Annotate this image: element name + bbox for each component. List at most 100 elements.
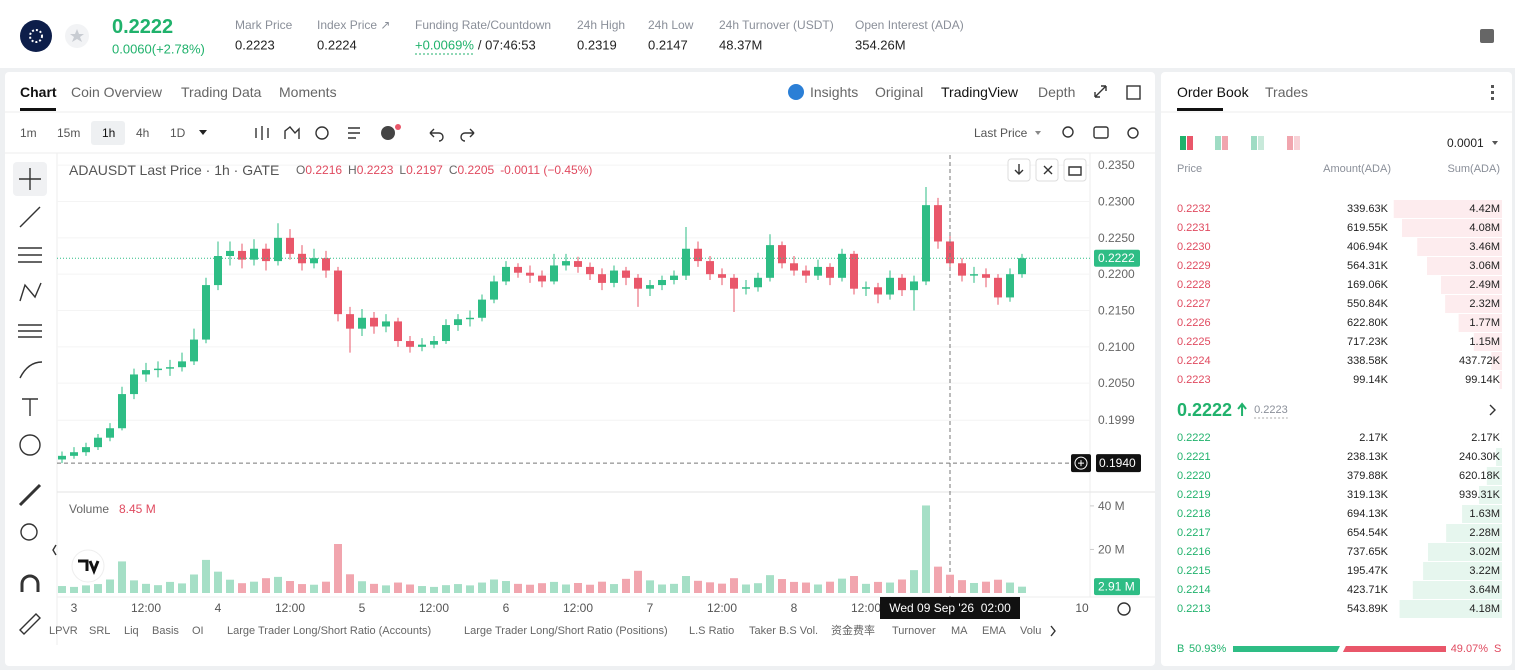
ob-price[interactable]: 0.2227 (1177, 298, 1211, 310)
emoji-tool[interactable] (19, 434, 41, 456)
ob-menu[interactable] (1491, 85, 1494, 88)
lock-tool[interactable] (19, 613, 41, 635)
ob-more[interactable] (1489, 404, 1496, 416)
indicator-tab[interactable]: Large Trader Long/Short Ratio (Positions… (464, 625, 668, 637)
notes-icon[interactable] (1480, 29, 1494, 43)
chart-type-icon[interactable] (255, 126, 269, 140)
ob-price[interactable]: 0.2218 (1177, 508, 1211, 520)
axis-settings[interactable] (1117, 602, 1131, 616)
ob-price[interactable]: 0.2224 (1177, 355, 1211, 367)
trend-line-tool[interactable] (19, 206, 41, 228)
ob-tab[interactable]: Order Book (1177, 84, 1250, 100)
ruler-tool[interactable] (18, 483, 42, 507)
ob-price[interactable]: 0.2231 (1177, 222, 1211, 234)
text-tool[interactable] (22, 398, 38, 416)
ob-layout-sells[interactable] (1287, 136, 1293, 150)
crosshair-tool[interactable] (19, 168, 41, 190)
depth-bar (1428, 543, 1502, 561)
pattern-tool[interactable] (19, 282, 42, 302)
settings-icon[interactable] (1127, 127, 1139, 139)
view-tab[interactable]: Original (875, 84, 923, 100)
ob-price[interactable]: 0.2223 (1177, 374, 1211, 386)
ob-price[interactable]: 0.2228 (1177, 279, 1211, 291)
indicator-tab[interactable]: Turnover (892, 625, 936, 637)
indicator-tab[interactable]: Taker B.S Vol. (749, 625, 818, 637)
indicator-tab[interactable]: L.S Ratio (689, 625, 734, 637)
candle-body (178, 361, 186, 368)
ob-price[interactable]: 0.2214 (1177, 584, 1211, 596)
indicators-more[interactable] (1050, 625, 1056, 637)
interval[interactable]: 1h (102, 126, 115, 140)
ob-price[interactable]: 0.2229 (1177, 260, 1211, 272)
chart-button[interactable] (1063, 158, 1087, 182)
replay-icon[interactable] (315, 126, 329, 140)
indicator-tab[interactable]: Volu (1020, 625, 1041, 637)
candle-body (106, 428, 114, 438)
undo-icon[interactable] (429, 128, 444, 142)
collapse-arrow[interactable] (52, 544, 57, 556)
ob-price[interactable]: 0.2226 (1177, 317, 1211, 329)
stat-label: 24h Low (648, 18, 694, 32)
chart-button-icon (1014, 164, 1024, 175)
indicator-tab[interactable]: MA (951, 625, 968, 637)
ob-price[interactable]: 0.2216 (1177, 546, 1211, 558)
brush-tool[interactable] (19, 361, 43, 379)
ob-price[interactable]: 0.2215 (1177, 565, 1211, 577)
interval[interactable]: 1D (170, 126, 186, 140)
ob-layout-both[interactable] (1187, 136, 1193, 150)
chart-tab[interactable]: Chart (20, 84, 57, 100)
indicator-tab[interactable]: Basis (152, 625, 179, 637)
chart-tab[interactable]: Coin Overview (71, 84, 163, 100)
chart-button[interactable] (1035, 158, 1059, 182)
ob-price[interactable]: 0.2232 (1177, 203, 1211, 215)
interval[interactable]: 15m (57, 126, 80, 140)
indicator-tab[interactable]: SRL (89, 625, 110, 637)
chart-tab[interactable]: Trading Data (181, 84, 262, 100)
indicator-tab[interactable]: LPVR (49, 625, 78, 637)
indicator-tab[interactable]: OI (192, 625, 204, 637)
indicator-tab[interactable]: EMA (982, 625, 1007, 637)
volume-bar (658, 584, 666, 593)
indicators-icon[interactable] (284, 126, 300, 139)
candle-body (970, 274, 978, 276)
ob-precision[interactable]: 0.0001 (1447, 136, 1484, 150)
ob-amount: 543.89K (1347, 603, 1389, 615)
search-icon[interactable] (1062, 126, 1074, 138)
indicator-tab[interactable]: Large Trader Long/Short Ratio (Accounts) (227, 625, 431, 637)
view-tab[interactable]: TradingView (941, 84, 1019, 100)
fullscreen-icon[interactable] (1094, 85, 1107, 98)
indicator-tab[interactable]: 资金费率 (831, 623, 875, 637)
ob-price[interactable]: 0.2222 (1177, 432, 1211, 444)
channel-tool[interactable] (18, 247, 42, 263)
ob-layout-sells (1294, 136, 1300, 150)
view-tab[interactable]: Depth (1038, 84, 1075, 100)
magnet-tool[interactable] (20, 574, 40, 592)
ob-layout-both (1180, 136, 1186, 150)
redo-icon[interactable] (460, 128, 475, 142)
fib-tool[interactable] (18, 324, 42, 338)
view-tab[interactable]: Insights (810, 84, 858, 100)
ob-price[interactable]: 0.2230 (1177, 241, 1211, 253)
template-icon[interactable] (348, 127, 360, 139)
window-icon[interactable] (1126, 85, 1141, 100)
indicator-tab[interactable]: Liq (124, 625, 139, 637)
add-icon[interactable] (381, 126, 395, 140)
interval[interactable]: 4h (136, 126, 149, 140)
volume-bar (238, 583, 246, 593)
zoom-tool[interactable] (20, 523, 38, 541)
snapshot-icon[interactable] (1093, 126, 1109, 139)
ob-price[interactable]: 0.2225 (1177, 336, 1211, 348)
sell-key: S (1494, 643, 1501, 655)
ob-price[interactable]: 0.2220 (1177, 470, 1211, 482)
interval[interactable]: 1m (20, 126, 37, 140)
ob-price[interactable]: 0.2221 (1177, 451, 1211, 463)
ob-tab[interactable]: Trades (1265, 84, 1308, 100)
ob-price[interactable]: 0.2219 (1177, 489, 1211, 501)
ob-price[interactable]: 0.2213 (1177, 603, 1211, 615)
volume-bar (562, 584, 570, 593)
ob-layout-asks[interactable] (1251, 136, 1257, 150)
ob-price[interactable]: 0.2217 (1177, 527, 1211, 539)
chart-tab[interactable]: Moments (279, 84, 337, 100)
price-source[interactable]: Last Price (974, 126, 1028, 140)
ob-layout-bids[interactable] (1215, 136, 1221, 150)
